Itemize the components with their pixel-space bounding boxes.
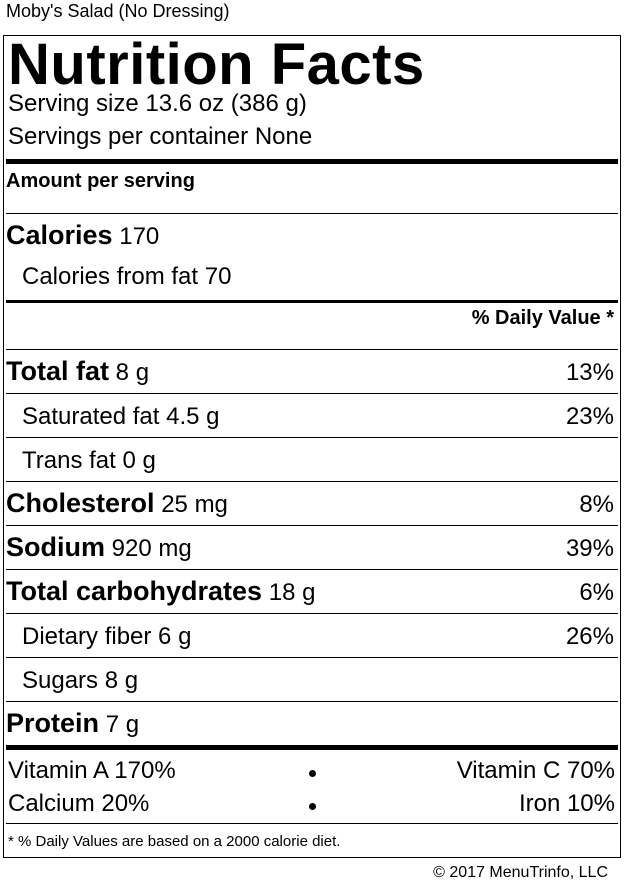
nutrient-label: Cholesterol 25 mg	[6, 489, 228, 519]
nutrient-dv: 8%	[579, 491, 614, 518]
nutrient-label: Total fat 8 g	[6, 357, 149, 387]
nutrient-row-total-fat: Total fat 8 g 13%	[6, 349, 618, 393]
item-name: Moby's Salad (No Dressing)	[6, 1, 230, 21]
copyright: © 2017 MenuTrinfo, LLC	[433, 864, 608, 881]
nutrient-name: Trans fat	[22, 447, 116, 474]
nutrient-name: Cholesterol	[6, 488, 155, 518]
nutrient-row-saturated-fat: Saturated fat 4.5 g 23%	[6, 393, 618, 437]
calories-from-fat: Calories from fat 70	[22, 263, 231, 291]
servings-per-container: Servings per container None	[8, 123, 312, 151]
nutrient-name: Sugars	[22, 667, 99, 694]
nutrient-label: Trans fat 0 g	[22, 447, 156, 475]
nutrient-row-total-carbohydrates: Total carbohydrates 18 g 6%	[6, 569, 618, 613]
calories: Calories 170	[6, 221, 159, 251]
medium-divider	[6, 300, 618, 303]
vitamin-right: Vitamin C 70%	[456, 757, 615, 784]
servings-value: None	[254, 123, 313, 150]
nutrient-row-sugars: Sugars 8 g	[6, 657, 618, 701]
nutrient-amount: 8 g	[115, 359, 150, 386]
serving-size: Serving size 13.6 oz (386 g)	[8, 90, 307, 118]
nutrient-name: Dietary fiber	[22, 623, 152, 650]
footnote: * % Daily Values are based on a 2000 cal…	[8, 833, 341, 850]
amount-per-serving: Amount per serving	[6, 170, 195, 192]
nutrient-dv: 23%	[565, 403, 614, 430]
nutrient-row-cholesterol: Cholesterol 25 mg 8%	[6, 481, 618, 525]
nutrient-name: Total fat	[6, 356, 109, 386]
nutrient-row-protein: Protein 7 g	[6, 701, 618, 745]
vitamin-left: Calcium 20%	[8, 790, 150, 817]
nutrient-amount: 6 g	[158, 623, 192, 650]
calories-value: 170	[119, 223, 160, 250]
thin-divider	[6, 823, 618, 824]
vitamin-right: Iron 10%	[518, 790, 615, 817]
servings-label: Servings per container	[8, 123, 249, 150]
nutrient-amount: 920 mg	[111, 535, 192, 562]
bullet-icon	[309, 770, 316, 777]
nutrient-amount: 0 g	[122, 447, 156, 474]
nutrient-row-dietary-fiber: Dietary fiber 6 g 26%	[6, 613, 618, 657]
nutrient-dv: 13%	[565, 359, 614, 386]
daily-value-header: % Daily Value *	[471, 307, 614, 329]
nutrient-name: Total carbohydrates	[6, 576, 263, 606]
nutrient-label: Total carbohydrates 18 g	[6, 577, 315, 607]
nutrient-dv: 26%	[565, 623, 614, 650]
nutrient-name: Saturated fat	[22, 403, 160, 430]
nutrient-label: Saturated fat 4.5 g	[22, 403, 220, 431]
nutrient-name: Protein	[6, 708, 100, 738]
nutrient-amount: 18 g	[268, 579, 316, 606]
nutrient-dv: 39%	[565, 535, 614, 562]
label-title: Nutrition Facts	[8, 32, 425, 97]
nutrient-row-sodium: Sodium 920 mg 39%	[6, 525, 618, 569]
nutrition-label: Nutrition Facts Serving size 13.6 oz (38…	[3, 35, 621, 858]
nutrient-amount: 4.5 g	[166, 403, 220, 430]
nutrient-row-trans-fat: Trans fat 0 g	[6, 437, 618, 481]
nutrient-amount: 25 mg	[161, 491, 228, 518]
serving-size-value: 13.6 oz (386 g)	[145, 90, 307, 117]
nutrient-amount: 7 g	[105, 711, 140, 738]
calories-from-fat-value: 70	[204, 263, 232, 290]
thick-divider	[6, 745, 618, 750]
calories-from-fat-label: Calories from fat	[22, 263, 199, 290]
nutrient-name: Sodium	[6, 532, 105, 562]
nutrient-label: Sodium 920 mg	[6, 533, 192, 563]
nutrient-label: Protein 7 g	[6, 709, 139, 739]
nutrient-dv: 6%	[579, 579, 614, 606]
serving-size-label: Serving size	[8, 90, 139, 117]
nutrient-label: Dietary fiber 6 g	[22, 623, 191, 651]
thick-divider	[6, 159, 618, 164]
bullet-icon	[309, 803, 316, 810]
nutrient-amount: 8 g	[104, 667, 139, 694]
calories-row: Calories 170	[6, 213, 618, 257]
vitamin-left: Vitamin A 170%	[8, 757, 176, 784]
nutrient-label: Sugars 8 g	[22, 667, 138, 695]
calories-label: Calories	[6, 220, 113, 250]
